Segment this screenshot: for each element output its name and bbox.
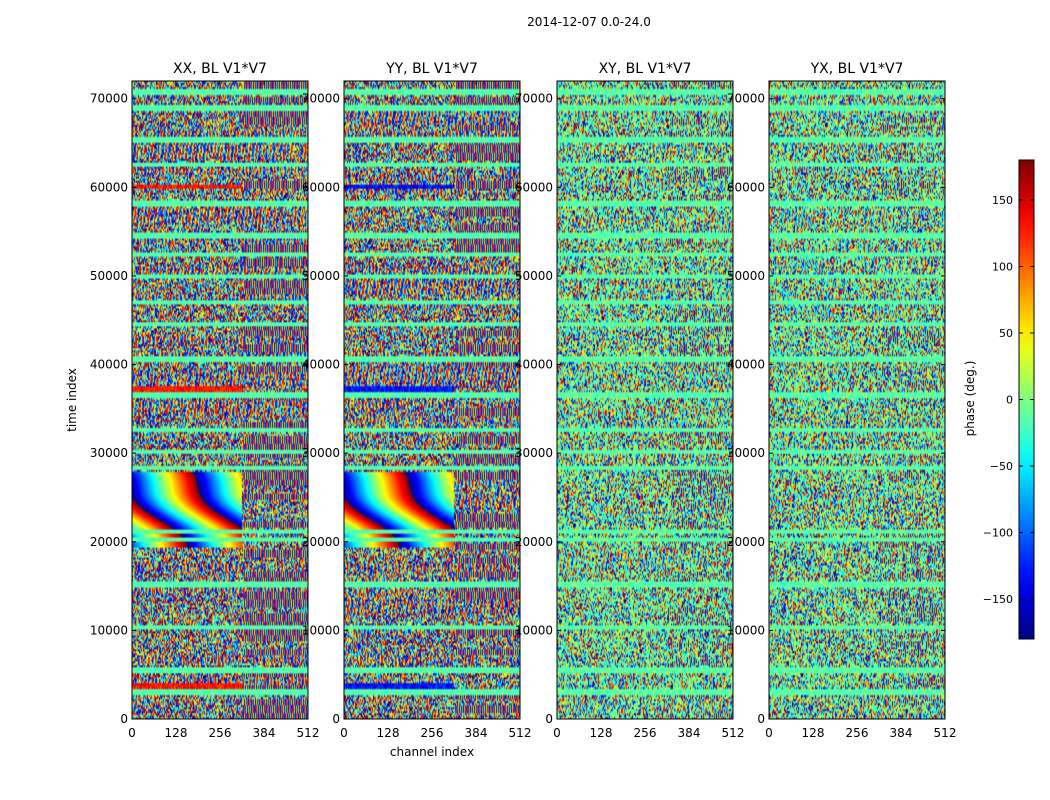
x-tick-label: 0 bbox=[765, 726, 773, 740]
x-tick-label: 512 bbox=[509, 726, 532, 740]
colorbar-tick-label: −150 bbox=[983, 593, 1013, 606]
panel-title: YX, BL V1*V7 bbox=[810, 61, 904, 77]
colorbar-tick-label: 150 bbox=[992, 194, 1013, 207]
y-tick-label: 70000 bbox=[302, 92, 340, 106]
y-tick-label: 50000 bbox=[727, 269, 765, 283]
x-tick-label: 384 bbox=[253, 726, 276, 740]
y-tick-label: 0 bbox=[120, 712, 128, 726]
x-tick-label: 256 bbox=[634, 726, 657, 740]
y-tick-label: 40000 bbox=[727, 358, 765, 372]
y-tick-label: 40000 bbox=[302, 358, 340, 372]
x-tick-label: 512 bbox=[934, 726, 957, 740]
colorbar-label: phase (deg.) bbox=[963, 361, 977, 437]
y-tick-label: 0 bbox=[332, 712, 340, 726]
x-tick-label: 128 bbox=[165, 726, 188, 740]
y-tick-label: 50000 bbox=[515, 269, 553, 283]
y-tick-label: 70000 bbox=[90, 92, 128, 106]
panel-yx: YX, BL V1*V7 0 128 256 384 512 0 10000 20000 3000… bbox=[727, 61, 957, 740]
heatmap-image bbox=[557, 81, 733, 719]
panel-title: YY, BL V1*V7 bbox=[385, 61, 478, 77]
x-tick-label: 256 bbox=[846, 726, 869, 740]
y-tick-label: 20000 bbox=[727, 535, 765, 549]
heatmap-image bbox=[769, 81, 945, 719]
x-tick-label: 256 bbox=[209, 726, 232, 740]
y-tick-label: 10000 bbox=[90, 623, 128, 637]
x-tick-label: 256 bbox=[421, 726, 444, 740]
y-tick-label: 30000 bbox=[302, 446, 340, 460]
y-tick-label: 30000 bbox=[727, 446, 765, 460]
colorbar-tick-label: −50 bbox=[990, 460, 1013, 473]
colorbar: −150 −100 −50 0 50 100 150 phase (deg.) bbox=[963, 159, 1035, 640]
x-tick-label: 128 bbox=[377, 726, 400, 740]
x-tick-label: 0 bbox=[553, 726, 561, 740]
y-tick-label: 10000 bbox=[727, 623, 765, 637]
x-tick-label: 512 bbox=[297, 726, 320, 740]
y-tick-label: 50000 bbox=[90, 269, 128, 283]
x-tick-label: 0 bbox=[128, 726, 136, 740]
x-tick-label: 0 bbox=[340, 726, 348, 740]
colorbar-tick-label: −100 bbox=[983, 527, 1013, 540]
colorbar-tick-label: 0 bbox=[1006, 394, 1013, 407]
heatmap-image bbox=[132, 81, 308, 719]
y-tick-label: 30000 bbox=[90, 446, 128, 460]
y-axis-label: time index bbox=[65, 368, 79, 432]
y-tick-label: 50000 bbox=[302, 269, 340, 283]
x-tick-label: 384 bbox=[465, 726, 488, 740]
y-tick-label: 70000 bbox=[727, 92, 765, 106]
colorbar-tick-label: 50 bbox=[999, 327, 1013, 340]
y-tick-label: 60000 bbox=[90, 180, 128, 194]
y-tick-label: 40000 bbox=[515, 358, 553, 372]
panel-xy: XY, BL V1*V7 0 128 256 384 512 0 10000 20000 3000… bbox=[515, 61, 745, 740]
y-tick-label: 20000 bbox=[515, 535, 553, 549]
heatmap-image bbox=[344, 81, 520, 719]
y-tick-label: 10000 bbox=[515, 623, 553, 637]
x-tick-label: 128 bbox=[590, 726, 613, 740]
y-tick-label: 10000 bbox=[302, 623, 340, 637]
panel-yy: YY, BL V1*V7 0 128 256 384 512 0 10000 20000 3000… bbox=[302, 61, 532, 759]
panels-group: XX, BL V1*V7 0 128 256 384 512 0 10000 20000 3000… bbox=[65, 61, 956, 759]
y-tick-label: 60000 bbox=[515, 180, 553, 194]
panel-title: XX, BL V1*V7 bbox=[173, 61, 267, 77]
y-tick-label: 0 bbox=[545, 712, 553, 726]
y-tick-label: 60000 bbox=[302, 180, 340, 194]
y-tick-label: 20000 bbox=[90, 535, 128, 549]
colorbar-tick-label: 100 bbox=[992, 260, 1013, 273]
y-tick-label: 40000 bbox=[90, 358, 128, 372]
x-tick-label: 384 bbox=[678, 726, 701, 740]
panel-xx: XX, BL V1*V7 0 128 256 384 512 0 10000 20000 3000… bbox=[65, 61, 319, 740]
y-tick-label: 30000 bbox=[515, 446, 553, 460]
y-tick-label: 70000 bbox=[515, 92, 553, 106]
x-tick-label: 512 bbox=[722, 726, 745, 740]
x-tick-label: 384 bbox=[890, 726, 913, 740]
panel-title: XY, BL V1*V7 bbox=[599, 61, 692, 77]
y-tick-label: 20000 bbox=[302, 535, 340, 549]
x-axis-label: channel index bbox=[390, 745, 474, 759]
x-tick-label: 128 bbox=[802, 726, 825, 740]
y-tick-label: 0 bbox=[757, 712, 765, 726]
figure-suptitle: 2014-12-07 0.0-24.0 bbox=[527, 15, 651, 29]
y-tick-label: 60000 bbox=[727, 180, 765, 194]
